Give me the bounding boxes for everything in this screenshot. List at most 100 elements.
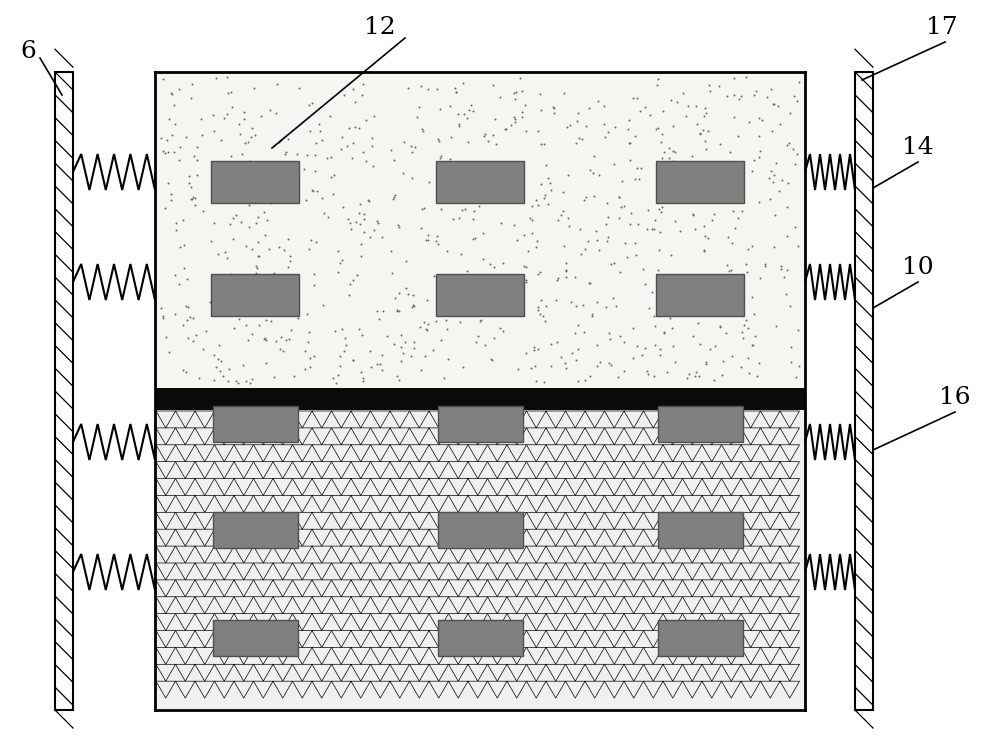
Point bbox=[178, 366, 194, 377]
Point bbox=[459, 112, 475, 124]
Point bbox=[506, 111, 522, 123]
Point bbox=[555, 186, 571, 198]
Point bbox=[349, 270, 365, 282]
Point bbox=[243, 131, 259, 143]
Point bbox=[653, 181, 669, 192]
Point bbox=[172, 140, 188, 152]
Point bbox=[698, 143, 714, 155]
Point bbox=[255, 176, 271, 188]
Point bbox=[560, 169, 576, 181]
Bar bbox=[438, 406, 522, 442]
Bar bbox=[658, 512, 742, 548]
Point bbox=[590, 95, 606, 107]
Point bbox=[336, 89, 352, 101]
Point bbox=[379, 330, 395, 342]
Point bbox=[648, 123, 664, 135]
Point bbox=[206, 349, 222, 361]
Point bbox=[696, 220, 712, 232]
Point bbox=[507, 116, 523, 128]
Point bbox=[231, 160, 247, 172]
Point bbox=[656, 326, 672, 338]
Point bbox=[570, 319, 586, 331]
Point bbox=[536, 376, 552, 388]
Point bbox=[736, 319, 752, 331]
Point bbox=[698, 356, 714, 368]
Point bbox=[432, 152, 448, 164]
Point bbox=[553, 209, 569, 221]
Point bbox=[416, 317, 432, 328]
Point bbox=[358, 155, 374, 167]
Point bbox=[340, 213, 356, 225]
Point bbox=[644, 285, 660, 297]
Point bbox=[280, 233, 296, 245]
Point bbox=[751, 357, 767, 369]
Point bbox=[744, 240, 760, 252]
Point bbox=[520, 245, 536, 257]
Point bbox=[383, 144, 399, 156]
Point bbox=[302, 362, 318, 374]
Point bbox=[439, 322, 455, 334]
Point bbox=[653, 206, 669, 218]
Point bbox=[386, 191, 402, 203]
Point bbox=[251, 250, 267, 262]
Point bbox=[163, 188, 179, 200]
Point bbox=[328, 377, 344, 389]
Point bbox=[588, 225, 604, 237]
Point bbox=[219, 108, 235, 120]
Point bbox=[600, 211, 616, 223]
Point bbox=[706, 374, 722, 386]
Point bbox=[570, 375, 586, 387]
Point bbox=[570, 343, 586, 355]
Point bbox=[289, 149, 305, 160]
Point bbox=[744, 291, 760, 303]
Point bbox=[751, 151, 767, 163]
Point bbox=[175, 213, 191, 225]
Point bbox=[725, 205, 741, 217]
Point bbox=[211, 339, 227, 351]
Point bbox=[375, 305, 391, 317]
Point bbox=[726, 73, 742, 85]
Point bbox=[291, 82, 307, 94]
Bar bbox=[155, 72, 805, 388]
Point bbox=[184, 193, 200, 205]
Point bbox=[434, 299, 450, 311]
Point bbox=[432, 103, 448, 114]
Point bbox=[752, 145, 768, 157]
Point bbox=[374, 231, 390, 243]
Point bbox=[652, 226, 668, 238]
Point bbox=[164, 129, 180, 140]
Point bbox=[603, 259, 619, 270]
Point bbox=[171, 83, 187, 95]
Point bbox=[467, 232, 483, 244]
Point bbox=[533, 138, 549, 150]
Point bbox=[231, 313, 247, 325]
Point bbox=[744, 339, 760, 351]
Point bbox=[538, 159, 554, 171]
Point bbox=[312, 125, 328, 137]
Point bbox=[236, 113, 252, 125]
Point bbox=[433, 150, 449, 162]
Point bbox=[629, 91, 645, 103]
Point bbox=[582, 278, 598, 290]
Point bbox=[506, 87, 522, 99]
Point bbox=[290, 312, 306, 324]
Point bbox=[398, 282, 414, 294]
Point bbox=[208, 361, 224, 373]
Point bbox=[642, 109, 658, 121]
Point bbox=[528, 195, 544, 207]
Point bbox=[675, 87, 691, 99]
Point bbox=[726, 307, 742, 319]
Point bbox=[514, 85, 530, 97]
Point bbox=[530, 125, 546, 137]
Point bbox=[309, 185, 325, 197]
Point bbox=[507, 93, 523, 105]
Point bbox=[385, 192, 401, 204]
Text: 14: 14 bbox=[902, 137, 934, 160]
Point bbox=[238, 375, 254, 387]
Point bbox=[189, 169, 205, 181]
Point bbox=[268, 108, 284, 120]
Point bbox=[598, 218, 614, 230]
Point bbox=[466, 205, 482, 217]
Point bbox=[522, 212, 538, 224]
Point bbox=[646, 310, 662, 322]
